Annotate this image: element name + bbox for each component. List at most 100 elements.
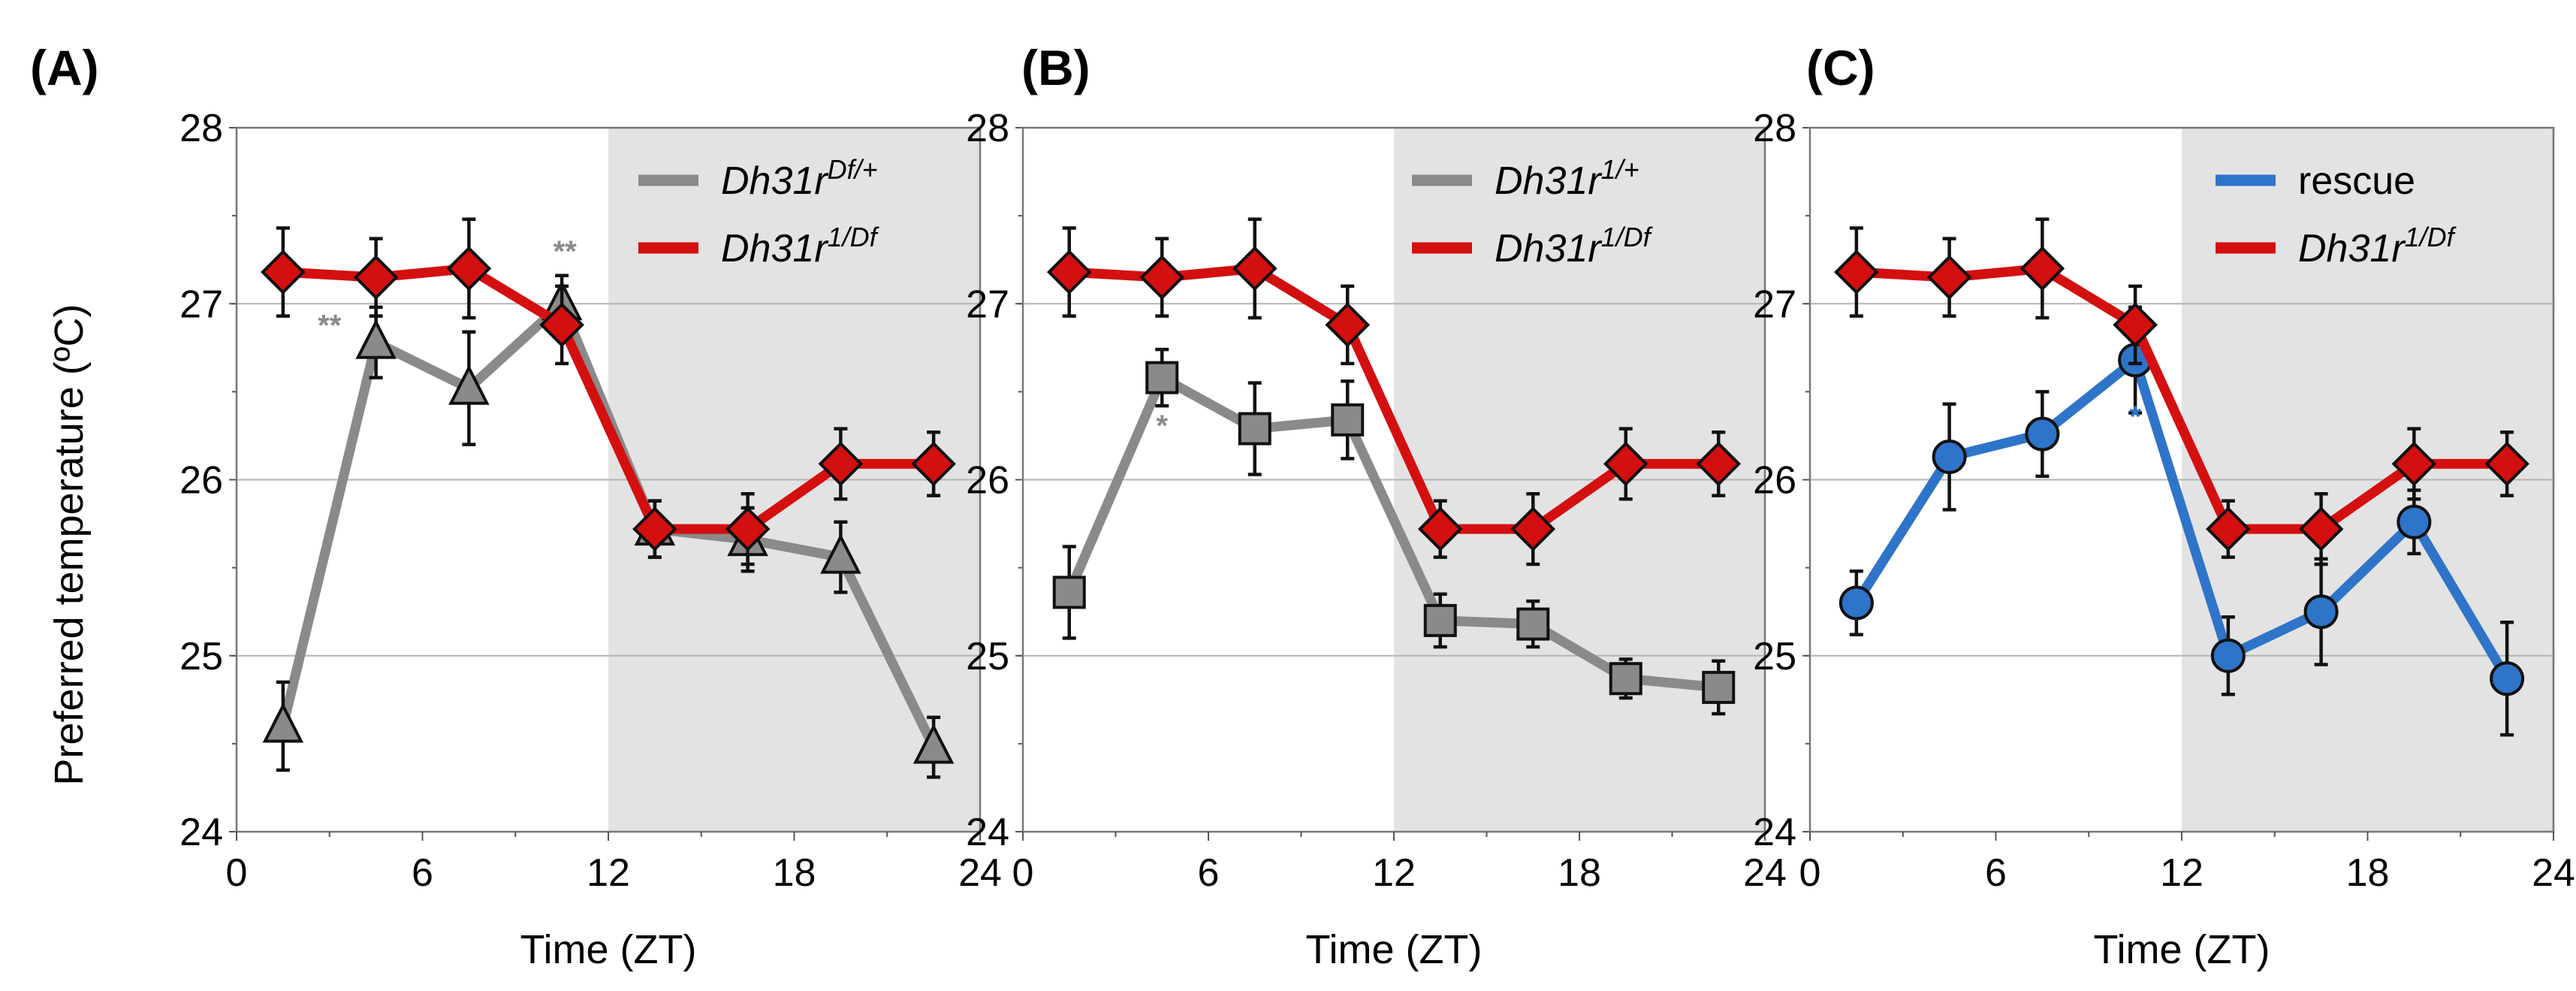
y-tick-label: 27 [966, 282, 1009, 326]
x-tick-label: 12 [1372, 851, 1416, 895]
data-point [539, 302, 584, 348]
x-tick-label: 0 [1799, 851, 1821, 895]
data-point [1510, 506, 1556, 551]
y-tick-label: 25 [179, 635, 223, 678]
data-point [725, 506, 771, 551]
data-point [820, 533, 861, 574]
data-point [353, 255, 399, 300]
x-tick-label: 18 [2346, 851, 2390, 895]
y-tick-label: 24 [1753, 811, 1796, 854]
data-point [2210, 638, 2246, 673]
data-point [1232, 246, 1277, 292]
panel-label: (B) [1021, 40, 1090, 95]
legend-label: rescue [2298, 159, 2415, 203]
data-point [1139, 255, 1185, 300]
legend-label: Dh31rDf/+ [721, 154, 878, 203]
y-tick-label: 26 [179, 459, 223, 503]
data-point [2298, 506, 2344, 551]
legend: Dh31rDf/+ Dh31r1/Df [638, 154, 880, 270]
data-point [2025, 416, 2060, 452]
x-axis-label: Time (ZT) [520, 927, 697, 972]
x-axis-label: Time (ZT) [2094, 927, 2270, 972]
data-point [355, 319, 397, 359]
y-tick-label: 26 [1753, 459, 1796, 503]
data-point [1238, 412, 1271, 446]
y-tick-label: 24 [966, 811, 1009, 854]
data-point [1926, 255, 1972, 300]
data-point [2484, 441, 2529, 487]
x-tick-label: 6 [1985, 851, 2007, 895]
x-tick-label: 12 [2160, 851, 2203, 895]
significance-mark: * [1156, 409, 1168, 443]
panel-label: (C) [1806, 40, 1875, 95]
x-tick-label: 18 [773, 851, 816, 895]
significance-mark: ** [318, 309, 342, 342]
significance-mark: * [2129, 400, 2141, 434]
data-point [1932, 440, 1967, 475]
x-tick-label: 24 [1743, 851, 1787, 895]
x-tick-label: 24 [958, 851, 1002, 895]
data-point [2490, 661, 2525, 696]
y-tick-label: 27 [179, 282, 223, 326]
data-point [262, 702, 304, 743]
y-tick-label: 25 [1753, 635, 1796, 678]
data-point [1696, 441, 1742, 487]
x-tick-label: 12 [587, 851, 630, 895]
data-point [1603, 441, 1648, 487]
x-tick-label: 6 [412, 851, 433, 895]
data-point [1609, 662, 1642, 696]
y-tick-label: 28 [1753, 107, 1796, 150]
legend-label: Dh31r1/+ [1495, 154, 1639, 203]
data-point [2391, 441, 2437, 487]
data-point [1516, 607, 1550, 641]
data-point [1325, 302, 1371, 348]
y-tick-label: 28 [966, 107, 1009, 150]
data-point [911, 441, 956, 487]
y-axis-label: Preferred temperature (ºC) [47, 304, 92, 786]
data-point [632, 506, 677, 551]
legend-label: Dh31r1/Df [2298, 222, 2457, 270]
significance-mark: ** [554, 235, 578, 268]
y-tick-label: 26 [966, 459, 1009, 503]
series-1 [1838, 305, 2525, 737]
data-point [912, 724, 955, 764]
series-1 [1052, 347, 1736, 716]
x-tick-label: 24 [2532, 851, 2575, 895]
x-tick-label: 0 [1012, 851, 1034, 895]
data-point [818, 441, 864, 487]
x-tick-label: 0 [226, 851, 248, 895]
y-tick-label: 27 [1753, 282, 1796, 326]
data-point [261, 249, 306, 295]
data-point [1834, 249, 1879, 295]
data-point [2397, 504, 2432, 539]
data-point [1052, 576, 1086, 609]
legend: rescue Dh31r1/Df [2216, 159, 2457, 270]
y-tick-label: 28 [179, 107, 223, 150]
data-point [446, 246, 492, 292]
y-tick-label: 25 [966, 635, 1009, 678]
series-2 [1834, 217, 2529, 567]
x-tick-label: 18 [1558, 851, 1601, 895]
data-point [448, 364, 490, 405]
data-point [1145, 361, 1179, 394]
data-point [1423, 603, 1457, 637]
data-point [2206, 506, 2251, 551]
y-tick-label: 24 [179, 811, 223, 854]
data-point [1417, 506, 1463, 551]
data-point [2113, 302, 2158, 348]
x-axis-label: Time (ZT) [1306, 927, 1483, 972]
chart-panel-2: 24 25 26 27 28 0 6 12 18 24 Time (ZT) (B) * Dh31r1/+D… [966, 40, 1787, 972]
data-point [1331, 403, 1365, 437]
legend: Dh31r1/+ Dh31r1/Df [1412, 154, 1654, 270]
data-point [2019, 246, 2065, 292]
data-point [1702, 670, 1736, 704]
chart-panel-1: 24 25 26 27 28 0 6 12 18 24 Time (ZT) (A) ** ** Dh31rD… [30, 40, 1002, 972]
data-point [1838, 585, 1874, 621]
x-tick-label: 6 [1198, 851, 1220, 895]
legend-label: Dh31r1/Df [721, 222, 880, 270]
data-point [2303, 594, 2339, 630]
chart-panel-3: 24 25 26 27 28 0 6 12 18 24 Time (ZT) (C) * rescue Dh3… [1753, 40, 2575, 972]
series-2 [1046, 217, 1742, 567]
series-2 [261, 217, 956, 567]
